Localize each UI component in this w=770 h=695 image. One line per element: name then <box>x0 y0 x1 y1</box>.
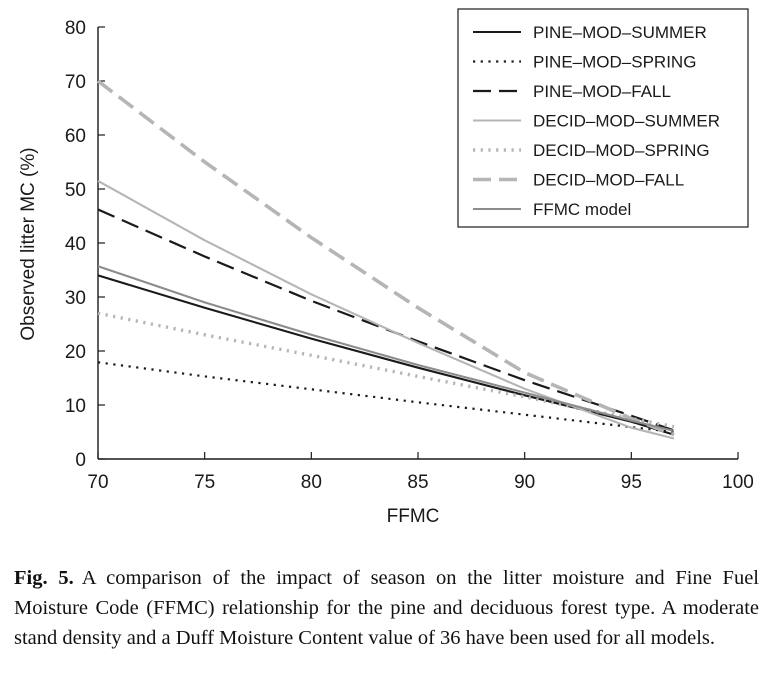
legend-label: PINE–MOD–SUMMER <box>533 23 707 42</box>
y-tick-label: 10 <box>65 396 86 417</box>
x-tick-label: 85 <box>407 472 428 493</box>
y-tick-label: 30 <box>65 288 86 309</box>
legend-label: FFMC model <box>533 200 631 219</box>
legend-label: DECID–MOD–SUMMER <box>533 112 720 131</box>
series-line <box>97 208 675 432</box>
figure-caption-text: A comparison of the impact of season on … <box>14 567 760 649</box>
x-tick-label: 70 <box>87 472 108 493</box>
x-tick-label: 100 <box>722 472 754 493</box>
x-axis: 70 75 80 85 90 95 100 <box>87 452 754 493</box>
y-tick-label: 60 <box>65 126 86 147</box>
x-tick-label: 75 <box>194 472 215 493</box>
figure-caption: Fig. 5. A comparison of the impact of sea… <box>14 563 759 653</box>
series-line <box>96 79 675 437</box>
series-lines <box>96 79 675 440</box>
legend: PINE–MOD–SUMMER PINE–MOD–SPRING PINE–MOD–F… <box>457 8 749 228</box>
y-tick-label: 0 <box>75 450 86 471</box>
y-tick-label: 70 <box>65 72 86 93</box>
legend-label: DECID–MOD–SPRING <box>533 141 710 160</box>
series-line <box>97 265 675 432</box>
y-axis: 0 10 20 30 40 50 60 70 80 <box>65 18 105 471</box>
legend-label: PINE–MOD–SPRING <box>533 53 696 72</box>
line-chart: 0 10 20 30 40 50 60 70 80 70 75 80 85 90 95 100 PINE–M… <box>18 8 754 527</box>
series-line <box>97 361 675 434</box>
x-tick-label: 80 <box>301 472 322 493</box>
series-line <box>97 311 675 429</box>
legend-label: PINE–MOD–FALL <box>533 82 671 101</box>
x-tick-label: 95 <box>621 472 642 493</box>
legend-box <box>457 8 749 228</box>
legend-label: DECID–MOD–FALL <box>533 171 684 190</box>
series-line <box>97 179 675 440</box>
figure-label: Fig. 5. <box>14 567 74 589</box>
y-tick-label: 20 <box>65 342 86 363</box>
x-tick-label: 90 <box>514 472 535 493</box>
y-axis-label: Observed litter MC (%) <box>18 147 39 340</box>
y-tick-label: 50 <box>65 180 86 201</box>
y-tick-label: 40 <box>65 234 86 255</box>
y-tick-label: 80 <box>65 18 86 39</box>
x-axis-label: FFMC <box>387 506 440 527</box>
